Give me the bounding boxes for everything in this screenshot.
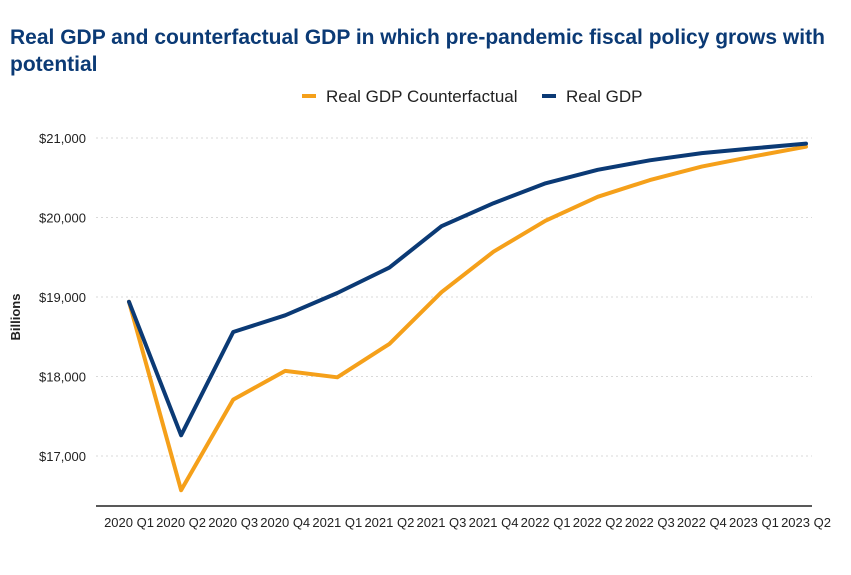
x-tick-label: 2021 Q2 <box>364 515 414 530</box>
x-tick-label: 2022 Q3 <box>625 515 675 530</box>
y-axis-label: Billions <box>8 294 23 341</box>
x-tick-label: 2022 Q2 <box>573 515 623 530</box>
x-tick-label: 2020 Q4 <box>260 515 310 530</box>
y-tick-label: $19,000 <box>39 290 86 305</box>
y-tick-label: $17,000 <box>39 449 86 464</box>
series-line-counterfactual <box>127 144 808 493</box>
x-tick-label: 2021 Q3 <box>417 515 467 530</box>
chart-title: Real GDP and counterfactual GDP in which… <box>10 26 825 76</box>
legend-label: Real GDP <box>566 87 643 106</box>
x-tick-label: 2021 Q4 <box>469 515 519 530</box>
y-tick-label: $21,000 <box>39 131 86 146</box>
x-tick-label: 2023 Q2 <box>781 515 831 530</box>
y-tick-label: $20,000 <box>39 211 86 226</box>
x-tick-label: 2020 Q2 <box>156 515 206 530</box>
x-tick-label: 2021 Q1 <box>312 515 362 530</box>
x-tick-label: 2020 Q1 <box>104 515 154 530</box>
legend-label: Real GDP Counterfactual <box>326 87 518 106</box>
x-tick-label: 2022 Q4 <box>677 515 727 530</box>
x-tick-label: 2023 Q1 <box>729 515 779 530</box>
y-tick-label: $18,000 <box>39 370 86 385</box>
series-line-real-gdp <box>127 141 808 438</box>
x-tick-label: 2020 Q3 <box>208 515 258 530</box>
x-tick-label: 2022 Q1 <box>521 515 571 530</box>
